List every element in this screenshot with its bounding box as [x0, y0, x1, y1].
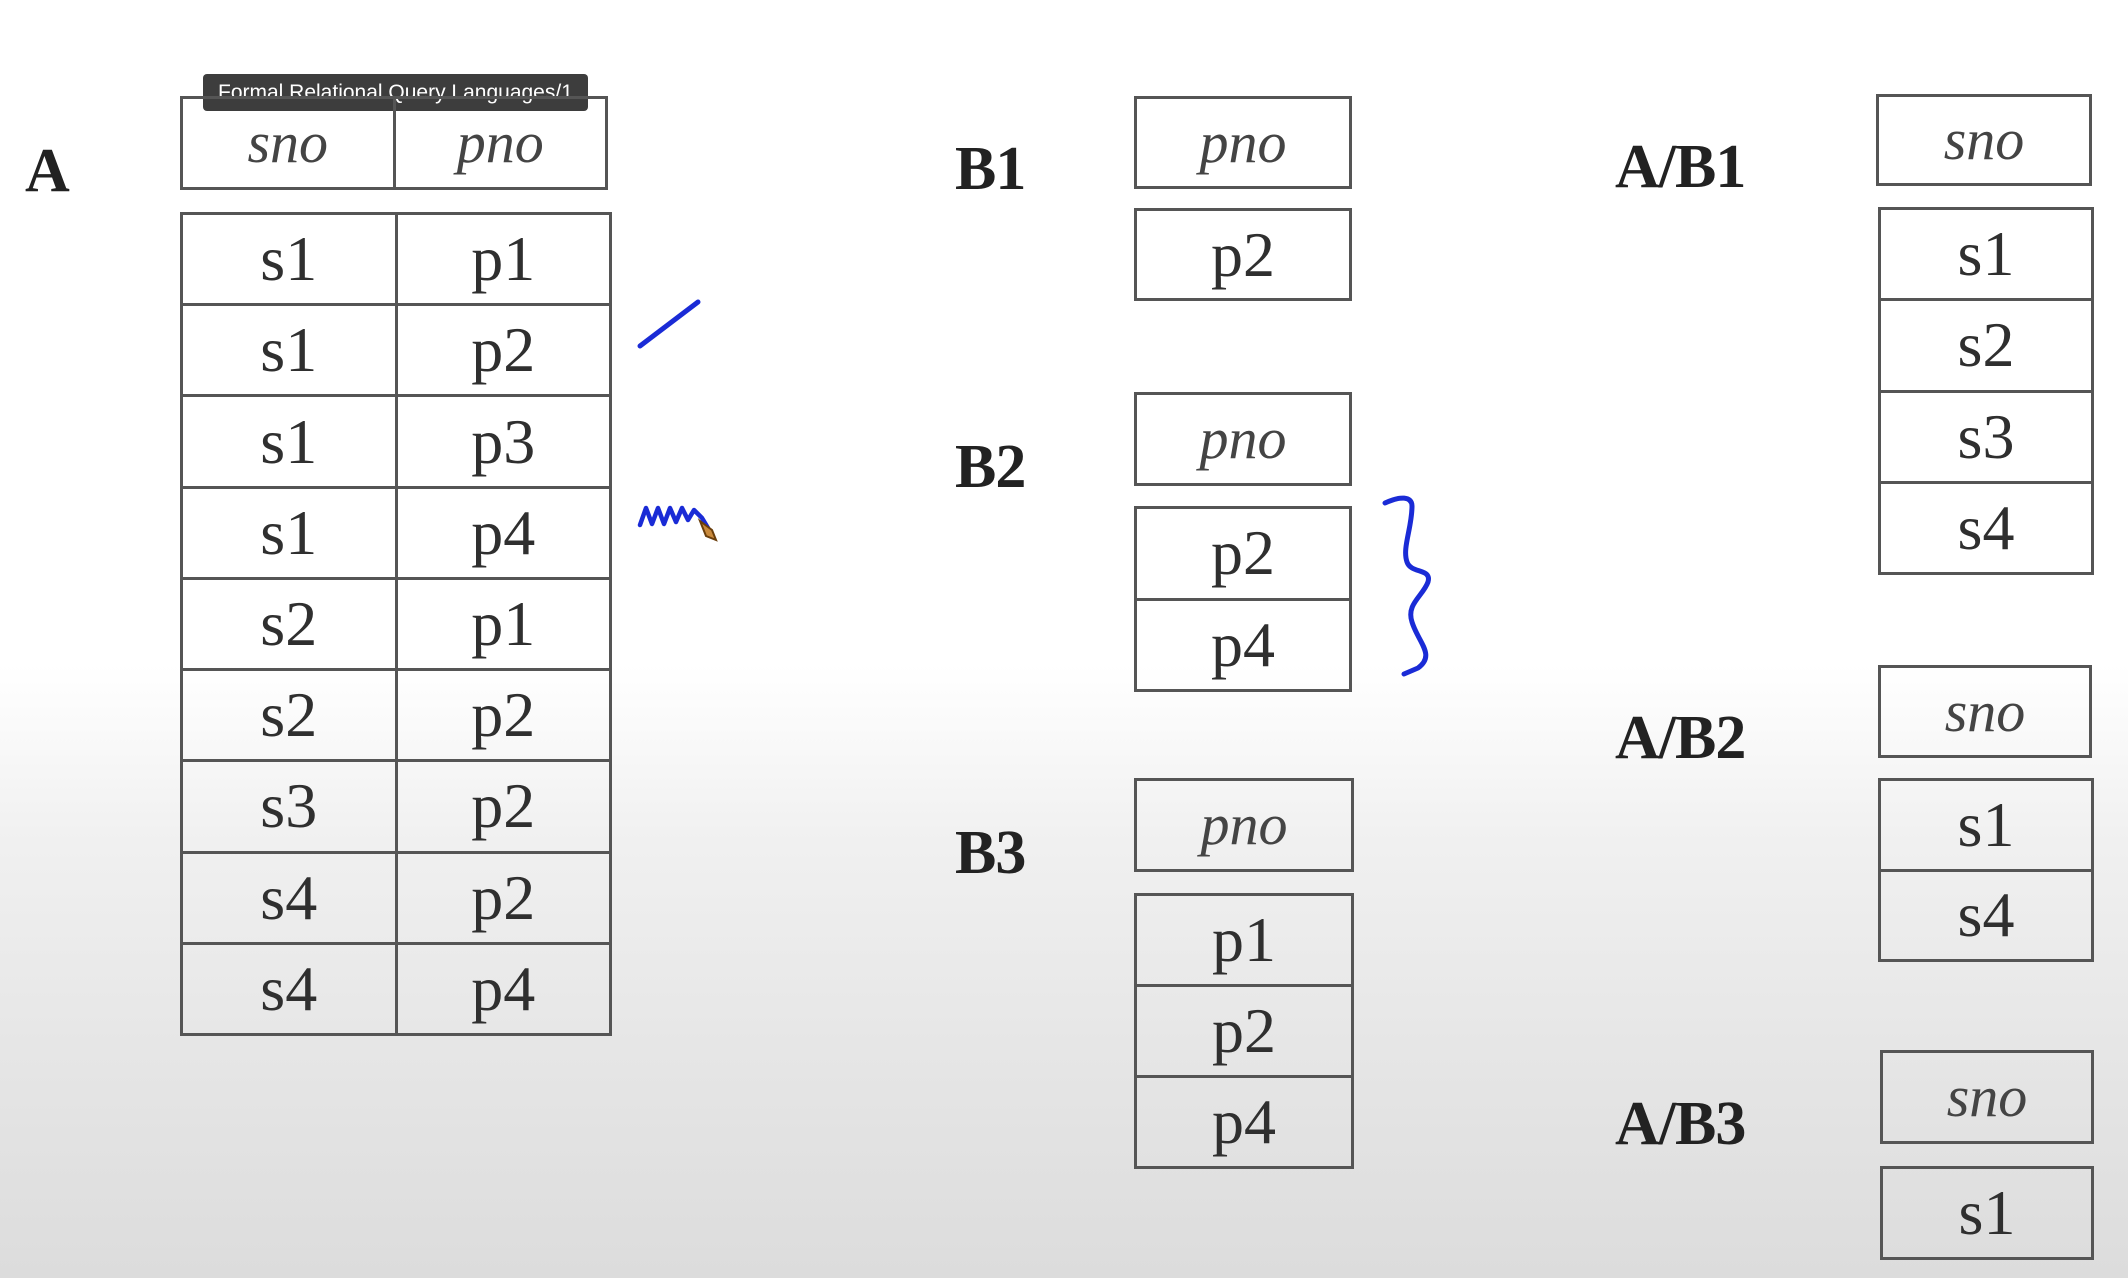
- column-header-sno: sno: [1878, 665, 2092, 758]
- sno-cell: s1: [1880, 1166, 2094, 1260]
- table-row: s1: [1878, 206, 2094, 302]
- relation-a-div-b1-label: A/B1: [1615, 133, 1746, 201]
- table-row: p2: [1134, 208, 1352, 301]
- relation-b3-header: pno: [1134, 778, 1354, 872]
- sno-cell: s2: [180, 668, 398, 763]
- sno-cell: s4: [1878, 480, 2094, 576]
- relation-a-div-b3-table: s1: [1880, 1166, 2094, 1260]
- table-row: s2 p2: [180, 668, 612, 763]
- pno-cell: p2: [1134, 984, 1354, 1078]
- pen-cursor-icon: [697, 518, 718, 542]
- sno-cell: s1: [180, 211, 398, 307]
- sno-cell: s1: [1878, 206, 2094, 302]
- relation-b1-label: B1: [955, 135, 1026, 203]
- relation-b2-label: B2: [955, 433, 1026, 501]
- ink-squiggle-stroke: [637, 505, 711, 531]
- sno-cell: s1: [180, 303, 398, 398]
- table-row: s1 p2: [180, 303, 612, 398]
- pno-cell: p1: [1134, 893, 1354, 987]
- relation-b1-header: pno: [1134, 96, 1352, 189]
- relation-b3-table: p1 p2 p4: [1134, 893, 1354, 1169]
- table-row: s1: [1878, 778, 2094, 872]
- relation-a-div-b2-table: s1 s4: [1878, 778, 2094, 962]
- table-row: p2: [1134, 506, 1352, 601]
- pno-cell: p4: [1134, 597, 1352, 692]
- relation-b2-table: p2 p4: [1134, 506, 1352, 692]
- pno-cell: p2: [1134, 506, 1352, 601]
- table-row: p4: [1134, 1075, 1354, 1169]
- pno-cell: p1: [394, 576, 612, 672]
- ink-brace-stroke: [1382, 495, 1431, 677]
- column-header-sno: sno: [1876, 94, 2092, 186]
- sno-cell: s2: [180, 576, 398, 672]
- sno-cell: s1: [180, 394, 398, 489]
- column-header-sno: sno: [1880, 1050, 2094, 1144]
- table-row: p4: [1134, 597, 1352, 692]
- table-row: p2: [1134, 984, 1354, 1078]
- table-row: s4 p4: [180, 941, 612, 1037]
- table-row: s3: [1878, 389, 2094, 484]
- relation-b1-table: p2: [1134, 208, 1352, 301]
- sno-cell: s4: [1878, 868, 2094, 962]
- column-header-sno: sno: [180, 96, 396, 190]
- relation-a-div-b3-header: sno: [1880, 1050, 2094, 1144]
- table-row: s4: [1878, 868, 2094, 962]
- ink-check-stroke: [637, 299, 701, 349]
- relation-a-div-b2-label: A/B2: [1615, 704, 1746, 772]
- sno-cell: s4: [180, 850, 398, 945]
- pno-cell: p3: [394, 394, 612, 489]
- sno-cell: s1: [180, 485, 398, 580]
- sno-cell: s4: [180, 941, 398, 1037]
- column-header-pno: pno: [1134, 96, 1352, 189]
- table-row: s3 p2: [180, 759, 612, 854]
- relation-a-table: s1 p1 s1 p2 s1 p3 s1 p4 s2 p1 s2 p2 s3 p2 s4 p2 …: [180, 211, 612, 1037]
- table-row: s1 p3: [180, 394, 612, 489]
- sno-cell: s3: [180, 759, 398, 854]
- pno-cell: p2: [394, 668, 612, 763]
- relation-a-label: A: [25, 137, 70, 205]
- column-header-pno: pno: [1134, 392, 1352, 486]
- pno-cell: p1: [394, 211, 612, 307]
- sno-cell: s1: [1878, 778, 2094, 872]
- table-row: s1 p1: [180, 211, 612, 307]
- table-row: p1: [1134, 893, 1354, 987]
- pno-cell: p2: [394, 303, 612, 398]
- relation-b2-header: pno: [1134, 392, 1352, 486]
- table-row: s2: [1878, 298, 2094, 393]
- column-header-pno: pno: [392, 96, 608, 190]
- relation-a-div-b1-header: sno: [1876, 94, 2092, 186]
- pno-cell: p4: [1134, 1075, 1354, 1169]
- relation-a-header: sno pno: [180, 96, 608, 190]
- pno-cell: p2: [394, 759, 612, 854]
- relation-b3-label: B3: [955, 819, 1026, 887]
- sno-cell: s3: [1878, 389, 2094, 484]
- table-row: s1 p4: [180, 485, 612, 580]
- relation-a-div-b3-label: A/B3: [1615, 1090, 1746, 1158]
- table-row: s1: [1880, 1166, 2094, 1260]
- sno-cell: s2: [1878, 298, 2094, 393]
- table-row: s4 p2: [180, 850, 612, 945]
- pno-cell: p2: [1134, 208, 1352, 301]
- table-row: s4: [1878, 480, 2094, 576]
- column-header-pno: pno: [1134, 778, 1354, 872]
- pno-cell: p2: [394, 850, 612, 945]
- relation-a-div-b2-header: sno: [1878, 665, 2092, 758]
- relation-a-div-b1-table: s1 s2 s3 s4: [1878, 206, 2094, 576]
- pno-cell: p4: [394, 941, 612, 1037]
- pno-cell: p4: [394, 485, 612, 580]
- table-row: s2 p1: [180, 576, 612, 672]
